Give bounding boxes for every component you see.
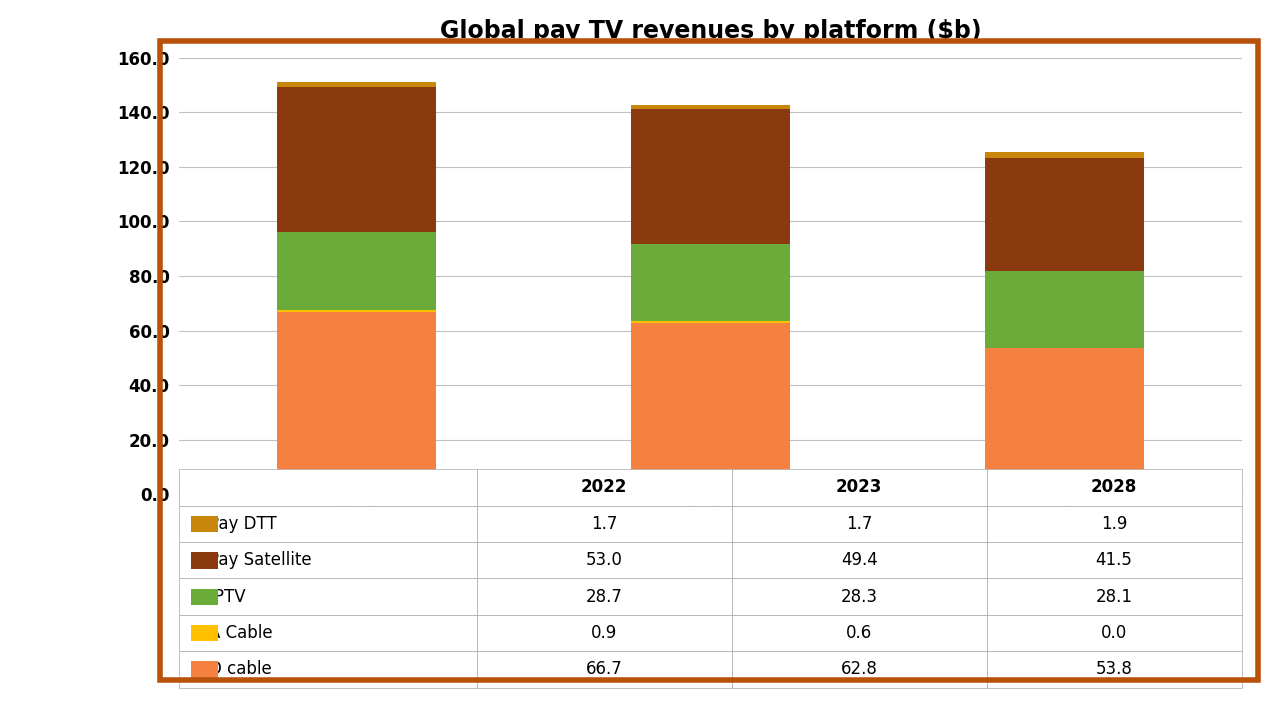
Bar: [631, 323, 790, 495]
Title: Global pay TV revenues by platform ($b): Global pay TV revenues by platform ($b): [439, 19, 982, 43]
Bar: [984, 153, 1144, 158]
Bar: [631, 244, 790, 321]
Bar: [631, 321, 790, 323]
Bar: [276, 312, 436, 495]
Bar: [276, 310, 436, 312]
Bar: [631, 109, 790, 244]
Bar: [984, 348, 1144, 495]
Bar: [276, 82, 436, 87]
Bar: [276, 232, 436, 310]
Bar: [984, 158, 1144, 271]
Bar: [631, 104, 790, 109]
Bar: [984, 271, 1144, 348]
Bar: [276, 87, 436, 232]
